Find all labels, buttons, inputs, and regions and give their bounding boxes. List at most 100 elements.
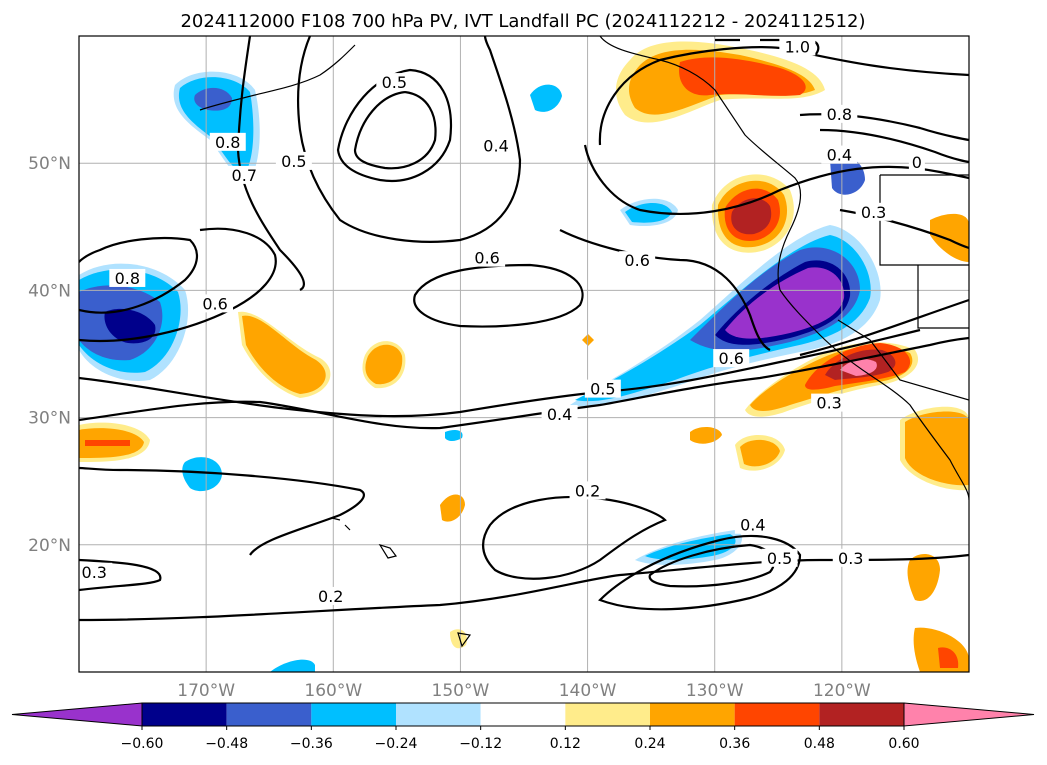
anomaly-area — [930, 213, 969, 262]
lat-tick-label: 50°N — [28, 154, 71, 174]
contour-label: 0.8 — [827, 105, 852, 124]
anomaly-area — [242, 315, 326, 394]
contour-label-bg — [197, 294, 234, 313]
colorbar-tick-label: −0.36 — [290, 736, 333, 752]
contour-label-bg — [761, 548, 798, 567]
coastline — [599, 36, 969, 501]
contour-label: 0.8 — [115, 269, 140, 288]
anomaly-area — [830, 156, 865, 195]
contour-label-bg — [478, 136, 515, 155]
contour-label: 0.7 — [232, 166, 257, 185]
contour-line — [799, 298, 969, 357]
colorbar-frame — [141, 702, 905, 727]
lat-tick-label: 40°N — [28, 281, 71, 301]
colorbar-tick-label: 0.60 — [888, 736, 919, 752]
contour-label-bg — [469, 248, 506, 267]
anomaly-area — [194, 87, 232, 111]
contour-label-bg — [275, 151, 312, 170]
contour-label: 0.5 — [767, 549, 792, 568]
contour-label-bg — [811, 393, 848, 412]
contour-label-bg — [619, 251, 656, 270]
contour-labels: 1.00.80.4 00.30.50.70.80.50.40.6 0.60.80.6… — [79, 37, 925, 606]
anomaly-area — [270, 659, 315, 672]
colorbar-segment — [734, 703, 820, 726]
anomaly-area — [440, 494, 465, 522]
contour-line — [79, 227, 277, 343]
coastline — [457, 632, 472, 648]
contour-label: 0.4 — [827, 146, 852, 165]
colorbar-segment — [311, 703, 396, 726]
contour-label: 0.4 — [547, 405, 572, 424]
chart-title: 2024112000 F108 700 hPa PV, IVT Landfall… — [180, 11, 865, 32]
anomaly-area — [104, 308, 156, 344]
lat-tick-label: 30°N — [28, 409, 71, 429]
contour-label: 0.6 — [719, 349, 744, 368]
colorbar-tick-label: −0.12 — [459, 736, 502, 752]
contour-label: 0.2 — [575, 481, 600, 500]
anomaly-area — [690, 426, 722, 444]
contour-label: 0.2 — [318, 587, 343, 606]
colorbar-tick-label: 0.12 — [550, 736, 581, 752]
colorbar-segment — [396, 703, 481, 726]
contour-label-bg — [79, 562, 113, 581]
anomaly-area — [445, 430, 463, 441]
contour-label-bg — [779, 37, 816, 56]
anomaly-area — [731, 198, 772, 235]
contour-line — [819, 128, 969, 164]
contour-label: 1.0 — [785, 37, 810, 56]
contour-label-bg — [821, 145, 858, 164]
lon-tick-label: 170°W — [177, 681, 235, 701]
contour-line — [79, 558, 162, 592]
contour-label-bg — [832, 548, 869, 567]
contour-label-bg — [734, 515, 771, 534]
anomaly-area — [182, 457, 222, 492]
shading-layer — [79, 41, 969, 672]
anomaly-area — [85, 440, 130, 446]
colorbar-tick-label: 0.48 — [804, 736, 835, 752]
lon-tick-label: 130°W — [686, 681, 744, 701]
contour-line — [296, 36, 522, 243]
contour-label-bg — [855, 202, 892, 221]
contour-label-bg — [209, 132, 246, 151]
colorbar-segment — [480, 703, 566, 726]
lon-tick-label: 140°W — [559, 681, 617, 701]
contour-label-bg — [584, 379, 621, 398]
contour-label-bg — [312, 586, 349, 605]
lat-tick-label: 20°N — [28, 536, 71, 556]
colorbar-tick-label: 0.36 — [719, 736, 750, 752]
contour-label: 0.4 — [483, 137, 508, 156]
contour-line — [413, 263, 584, 328]
contour-line — [482, 495, 667, 580]
colorbar-segment — [226, 703, 312, 726]
contour-label-bg — [713, 349, 750, 368]
contour-label: 0.6 — [624, 251, 649, 270]
contour-line — [236, 36, 305, 291]
contour-label-bg — [908, 153, 925, 172]
contour-line — [598, 46, 969, 146]
map-panel: 1.00.80.4 00.30.50.70.80.50.40.6 0.60.80.6… — [78, 35, 970, 673]
colorbar-extend-low — [11, 702, 143, 727]
lon-tick-label: 160°W — [304, 681, 362, 701]
colorbar-segment — [819, 703, 904, 726]
contour-label: 0.3 — [82, 563, 107, 582]
colorbar-segment — [565, 703, 650, 726]
contour-label: 0.5 — [382, 73, 407, 92]
colorbar-tick-label: 0.24 — [634, 736, 665, 752]
contour-line — [648, 543, 775, 588]
colorbar-segment — [650, 703, 735, 726]
graticule — [79, 36, 969, 672]
latitude-tick-labels: 20°N 30°N 40°N 50°N — [28, 154, 71, 556]
anomaly-area — [907, 554, 940, 601]
contour-label: 0.6 — [474, 249, 499, 268]
colorbar-tick-label: −0.48 — [205, 736, 248, 752]
contour-label: 0.3 — [816, 394, 841, 413]
contour-label-bg — [376, 73, 413, 92]
state-border — [837, 319, 969, 401]
contour-label-bg — [109, 268, 146, 287]
contour-label: 0.3 — [838, 549, 863, 568]
contour-line — [79, 328, 921, 418]
contour-label-bg — [226, 165, 263, 184]
contour-label: 0 — [912, 153, 922, 172]
anomaly-area — [938, 647, 959, 668]
